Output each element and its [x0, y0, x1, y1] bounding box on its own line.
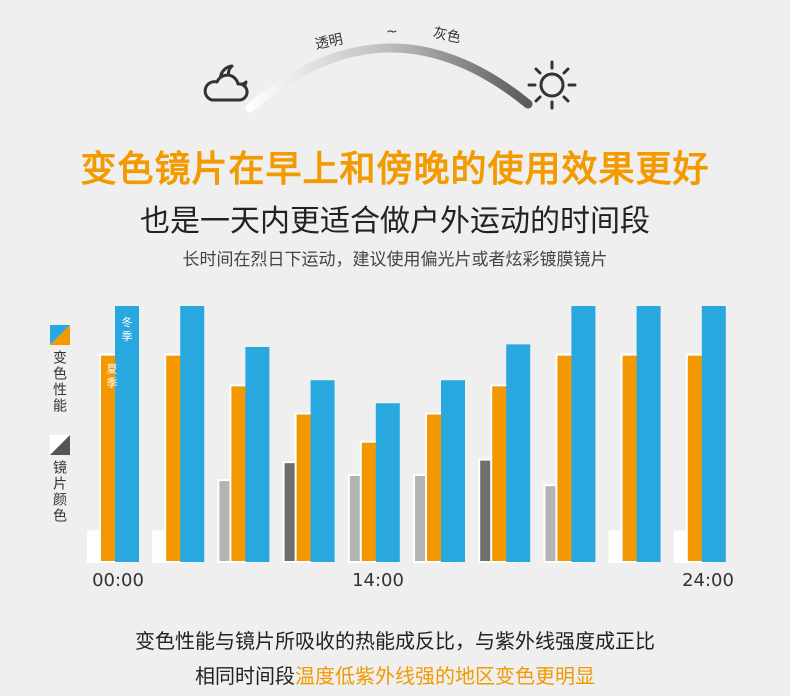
winter-bar: [441, 380, 465, 562]
page-subtitle: 也是一天内更适合做户外运动的时间段: [140, 204, 650, 239]
x-tick-label: 14:00: [352, 570, 404, 591]
winter-bar: [310, 380, 335, 562]
winter-bar: [180, 306, 205, 562]
transition-arc: [245, 43, 533, 113]
performance-legend-icon: [50, 325, 70, 345]
winter-bar: [375, 403, 400, 562]
arc-label-right: 灰色: [431, 24, 462, 46]
usage-note: 长时间在烈日下运动，建议使用偏光片或者炫彩镀膜镜片: [182, 250, 608, 270]
page-title: 变色镜片在早上和傍晚的使用效果更好: [80, 149, 710, 190]
legend-performance-label: 变色性能: [51, 350, 67, 414]
x-tick-label: 00:00: [92, 570, 144, 591]
summer-series-label: 夏: [107, 363, 118, 376]
winter-series-label: 季: [122, 330, 133, 343]
legend-lens-color-label: 镜片颜色: [51, 460, 67, 524]
sun-icon: [527, 60, 577, 110]
winter-bar: [636, 306, 661, 562]
arc-header: 透明 ~ 灰色: [203, 24, 577, 113]
footer-line-2-highlight: 温度低紫外线强的地区变色更明显: [295, 664, 595, 688]
moon-cloud-icon: [203, 64, 249, 102]
winter-bar: [701, 306, 726, 562]
winter-series-label: 冬: [122, 315, 133, 329]
lens-color-legend-icon: [50, 435, 70, 455]
x-tick-label: 24:00: [682, 570, 734, 591]
winter-bar: [245, 346, 270, 562]
arc-label-left: 透明: [314, 31, 345, 52]
summer-series-label: 季: [107, 377, 118, 390]
arc-label-mid: ~: [386, 24, 398, 40]
winter-bar: [506, 344, 531, 562]
footer-line-2-prefix: 相同时间段: [195, 664, 295, 688]
footer-line-2: 相同时间段温度低紫外线强的地区变色更明显: [0, 660, 790, 689]
footer-line-1: 变色性能与镜片所吸收的热能成反比，与紫外线强度成正比: [135, 629, 655, 653]
winter-bar: [115, 306, 139, 562]
winter-bar: [571, 306, 596, 562]
